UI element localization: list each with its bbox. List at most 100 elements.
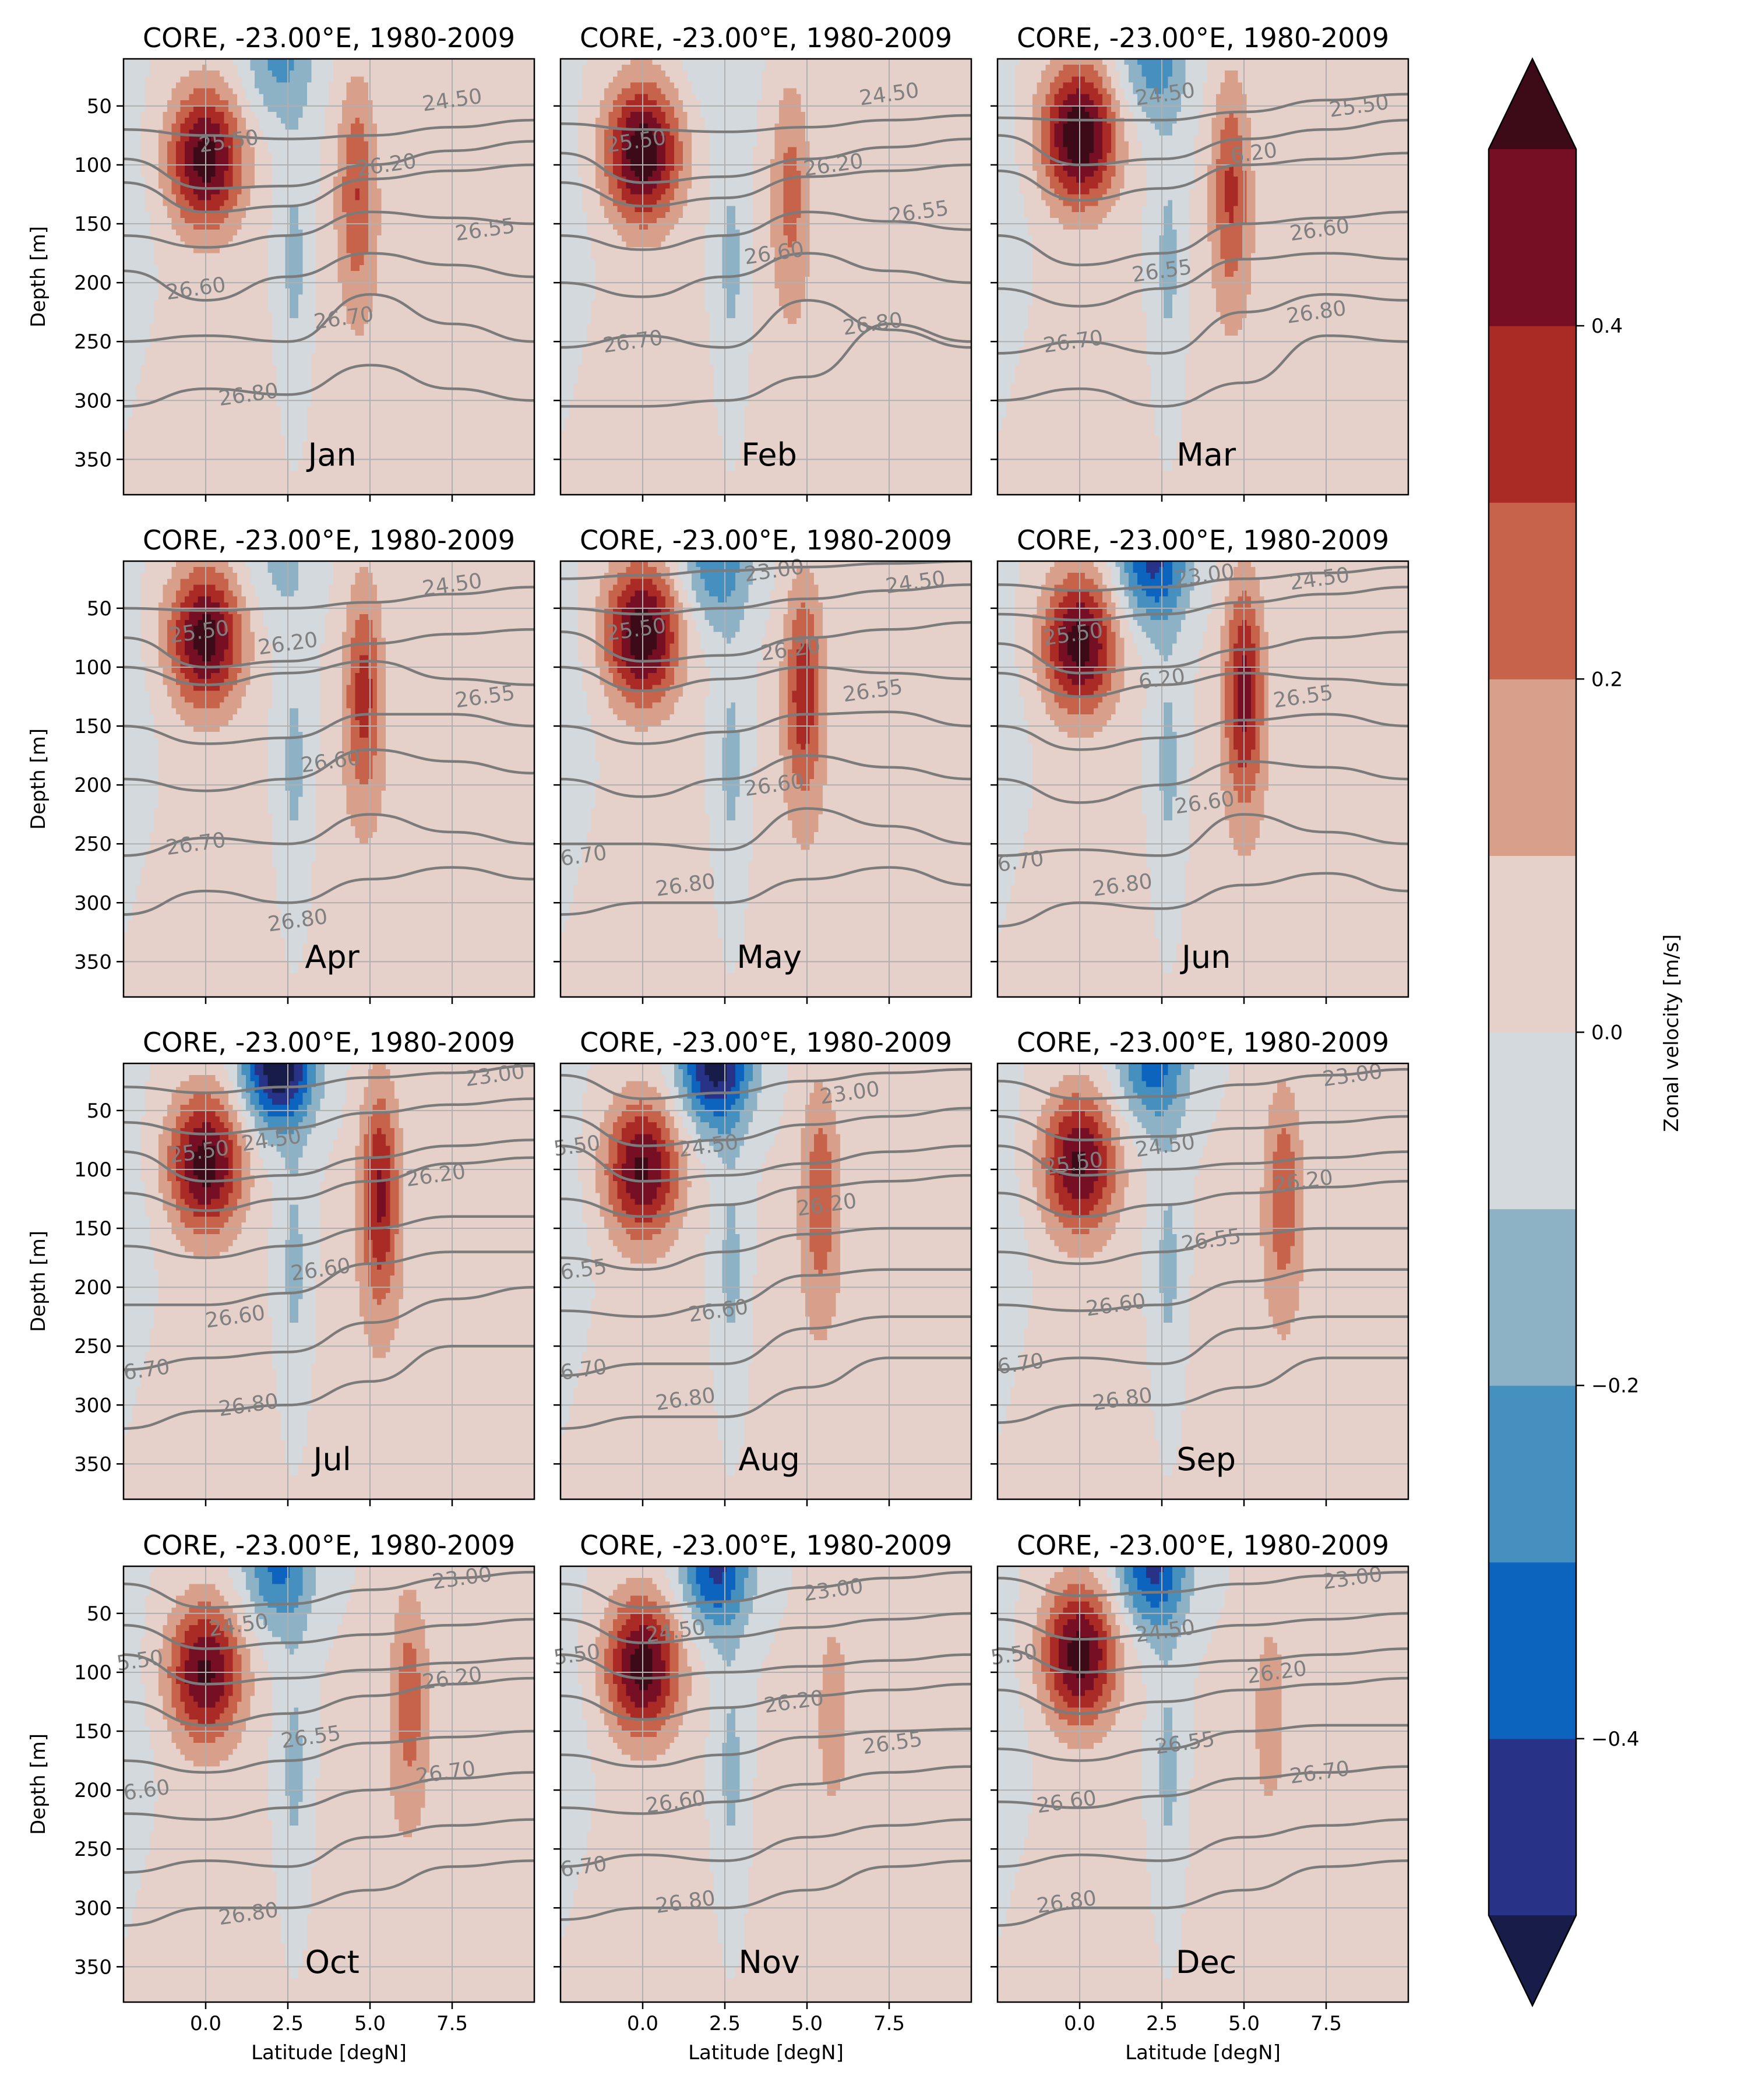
velocity-cell [298, 235, 303, 242]
velocity-cell [312, 247, 316, 253]
velocity-cell [163, 118, 168, 124]
velocity-cell [429, 153, 434, 160]
velocity-cell [242, 360, 246, 366]
velocity-cell [434, 288, 439, 295]
velocity-cell [303, 288, 308, 295]
velocity-cell [342, 118, 347, 124]
velocity-cell [268, 224, 273, 230]
velocity-cell [417, 300, 421, 306]
velocity-cell [351, 224, 355, 230]
velocity-cell [216, 200, 220, 207]
velocity-cell [224, 89, 229, 95]
velocity-cell [421, 65, 425, 71]
velocity-cell [421, 200, 425, 207]
velocity-cell [307, 112, 312, 118]
velocity-cell [316, 247, 320, 253]
velocity-cell [181, 82, 185, 89]
velocity-cell [517, 59, 521, 65]
velocity-cell [513, 353, 517, 360]
velocity-cell [172, 330, 177, 336]
velocity-cell [364, 224, 369, 230]
velocity-cell [408, 206, 413, 213]
velocity-cell [163, 76, 168, 83]
velocity-cell [176, 247, 181, 253]
velocity-cell [137, 71, 142, 77]
velocity-cell [429, 129, 434, 136]
velocity-cell [154, 259, 159, 266]
velocity-cell [224, 306, 229, 313]
velocity-cell [526, 360, 530, 366]
velocity-cell [220, 112, 224, 118]
velocity-cell [259, 129, 264, 136]
velocity-cell [473, 300, 478, 306]
velocity-cell [333, 247, 338, 253]
velocity-cell [216, 65, 220, 71]
velocity-cell [513, 182, 517, 189]
velocity-cell [132, 206, 137, 213]
velocity-cell [298, 118, 303, 124]
velocity-cell [146, 360, 150, 366]
velocity-cell [329, 177, 334, 183]
velocity-cell [290, 330, 294, 336]
velocity-cell [132, 89, 137, 95]
velocity-cell [329, 112, 334, 118]
velocity-cell [377, 318, 382, 325]
velocity-cell [251, 188, 255, 195]
velocity-cell [368, 259, 373, 266]
velocity-cell [172, 353, 177, 360]
velocity-cell [390, 306, 395, 313]
velocity-cell [443, 365, 447, 372]
velocity-cell [316, 294, 320, 301]
velocity-cell [207, 353, 212, 360]
velocity-cell [290, 118, 294, 124]
velocity-cell [473, 206, 478, 213]
velocity-cell [526, 324, 530, 330]
velocity-cell [329, 65, 334, 71]
velocity-cell [513, 318, 517, 325]
velocity-cell [360, 347, 364, 354]
velocity-cell [320, 253, 325, 260]
velocity-cell [351, 265, 355, 272]
velocity-cell [290, 288, 294, 295]
velocity-cell [281, 89, 286, 95]
velocity-cell [251, 241, 255, 248]
velocity-cell [526, 283, 530, 289]
velocity-cell [263, 353, 268, 360]
velocity-cell [272, 129, 277, 136]
velocity-cell [128, 71, 133, 77]
velocity-cell [181, 94, 185, 101]
velocity-cell [338, 188, 343, 195]
velocity-cell [294, 76, 299, 83]
velocity-cell [513, 89, 517, 95]
velocity-cell [228, 265, 233, 272]
velocity-cell [216, 177, 220, 183]
velocity-cell [303, 194, 308, 200]
velocity-cell [368, 200, 373, 207]
velocity-cell [351, 182, 355, 189]
velocity-cell [399, 118, 404, 124]
velocity-cell [421, 271, 425, 277]
velocity-cell [220, 65, 224, 71]
velocity-cell [377, 94, 382, 101]
velocity-cell [495, 153, 500, 160]
velocity-cell [312, 147, 316, 154]
velocity-cell [333, 230, 338, 236]
velocity-cell [521, 288, 526, 295]
velocity-cell [277, 65, 281, 71]
velocity-cell [351, 124, 355, 130]
velocity-cell [487, 365, 491, 372]
velocity-cell [263, 241, 268, 248]
velocity-cell [394, 194, 399, 200]
velocity-cell [176, 59, 181, 65]
velocity-cell [351, 288, 355, 295]
velocity-cell [281, 265, 286, 272]
velocity-cell [360, 188, 364, 195]
velocity-cell [342, 341, 347, 348]
velocity-cell [469, 65, 474, 71]
velocity-cell [220, 312, 224, 319]
velocity-cell [268, 365, 273, 372]
velocity-cell [333, 288, 338, 295]
velocity-cell [259, 365, 264, 372]
velocity-cell [268, 341, 273, 348]
velocity-cell [412, 330, 417, 336]
